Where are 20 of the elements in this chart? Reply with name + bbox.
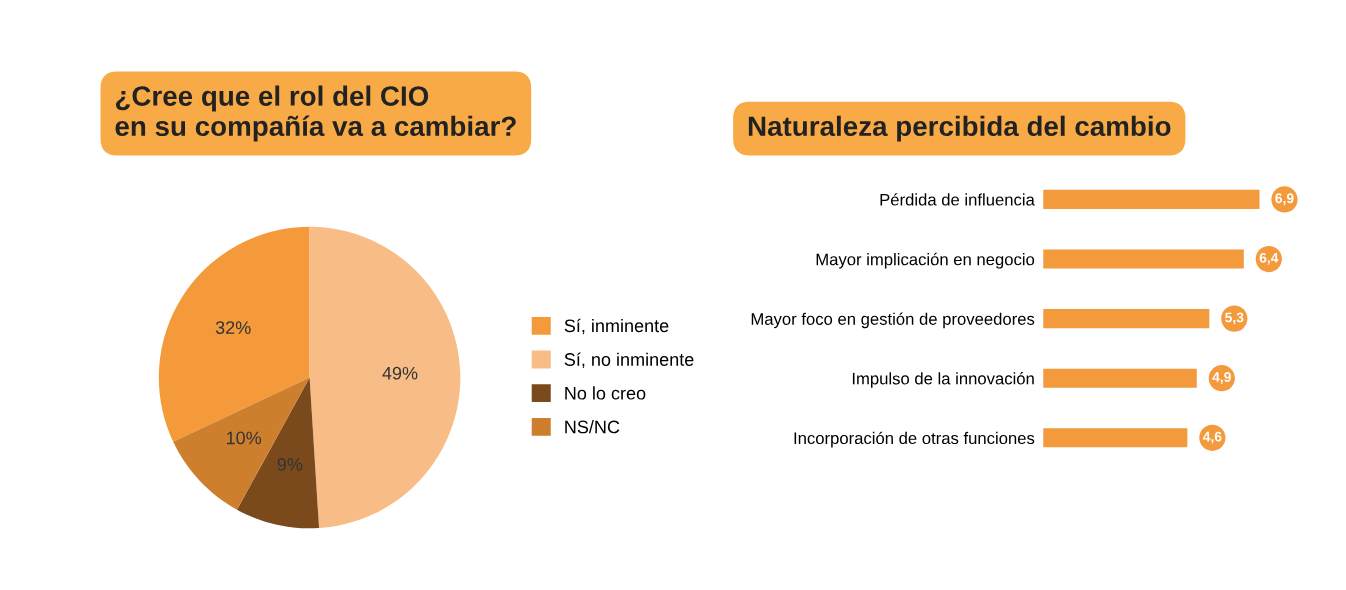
data-label: 10% (226, 431, 262, 445)
y-tick-label: Mayor foco en gestión de proveedores (751, 312, 1035, 329)
bar (1043, 189, 1260, 209)
chart-title: Naturaleza percibida del cambio (748, 115, 1171, 142)
y-tick-label: Pérdida de influencia (880, 193, 1035, 206)
bar (1043, 368, 1197, 388)
data-label: 32% (215, 321, 251, 334)
legend-label: NS/NC (565, 420, 620, 434)
y-tick-label: Incorporación de otras funciones (794, 431, 1035, 448)
y-tick-label: Impulso de la innovación (852, 372, 1034, 388)
y-tick-label: Mayor implicación en negocio (816, 252, 1035, 269)
legend-label: Sí, inminente (564, 318, 669, 335)
legend-label: Sí, no inminente (564, 352, 694, 369)
bar (1043, 249, 1244, 269)
legend-label: No lo creo (565, 386, 646, 400)
data-label: 9% (277, 457, 303, 471)
data-label: 49% (382, 366, 418, 380)
chart-title: ¿Cree que el rol del CIO en su compañía va a cambiar? (115, 85, 516, 142)
bar (1043, 428, 1188, 448)
bar (1043, 309, 1210, 329)
